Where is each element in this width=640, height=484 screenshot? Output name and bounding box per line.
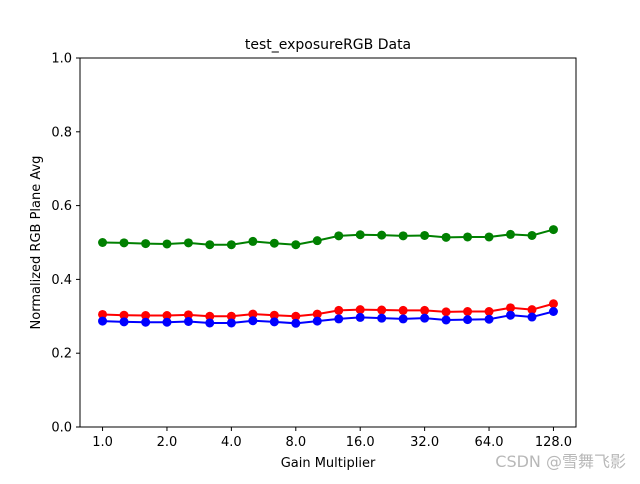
data-point bbox=[269, 238, 279, 248]
data-point bbox=[420, 313, 430, 323]
x-tick-label: 16.0 bbox=[346, 435, 375, 450]
series-line-2 bbox=[102, 310, 554, 325]
x-tick-label: 32.0 bbox=[410, 435, 439, 450]
data-point bbox=[226, 318, 236, 328]
data-point bbox=[398, 305, 408, 315]
data-point bbox=[334, 314, 344, 324]
data-point bbox=[527, 312, 537, 322]
data-point bbox=[506, 310, 516, 320]
data-point bbox=[441, 315, 451, 325]
data-point bbox=[141, 317, 151, 327]
data-point bbox=[205, 318, 215, 328]
x-tick-label: 8.0 bbox=[285, 435, 306, 450]
x-tick-label: 64.0 bbox=[475, 435, 504, 450]
data-point bbox=[334, 231, 344, 241]
data-point bbox=[162, 239, 172, 249]
data-point bbox=[398, 314, 408, 324]
data-point bbox=[527, 305, 537, 315]
watermark: CSDN @雪舞飞影 bbox=[495, 452, 626, 471]
data-point bbox=[334, 305, 344, 315]
y-tick-label: 1.0 bbox=[51, 52, 72, 67]
data-point bbox=[506, 303, 516, 313]
data-point bbox=[269, 310, 279, 320]
data-point bbox=[141, 311, 151, 321]
y-tick-label: 0.6 bbox=[51, 199, 72, 214]
y-axis-label: Normalized RGB Plane Avg bbox=[29, 156, 44, 330]
data-point bbox=[441, 307, 451, 317]
data-point bbox=[441, 232, 451, 242]
data-point bbox=[420, 305, 430, 315]
data-point bbox=[548, 225, 558, 235]
data-point bbox=[291, 311, 301, 321]
x-tick-label: 1.0 bbox=[92, 435, 113, 450]
y-tick-label: 0.4 bbox=[51, 273, 72, 288]
data-point bbox=[312, 316, 322, 326]
data-point bbox=[291, 318, 301, 328]
series-layer bbox=[98, 225, 558, 328]
data-point bbox=[205, 240, 215, 250]
ticks-layer: 1.0 2.0 4.0 8.0 16.0 32.0 64.0 128.0 0.0 0.2 0.4 0.… bbox=[51, 52, 572, 451]
x-tick-label: 2.0 bbox=[157, 435, 178, 450]
data-point bbox=[98, 238, 108, 247]
plot-area bbox=[79, 57, 577, 428]
data-point bbox=[484, 307, 494, 317]
data-point bbox=[548, 299, 558, 309]
x-tick-label: 128.0 bbox=[535, 435, 572, 450]
data-point bbox=[377, 230, 387, 240]
data-point bbox=[398, 231, 408, 241]
data-point bbox=[248, 316, 258, 326]
y-tick-label: 0.8 bbox=[51, 125, 72, 140]
x-axis-label: Gain Multiplier bbox=[281, 456, 376, 471]
data-point bbox=[98, 316, 108, 326]
data-point bbox=[355, 230, 365, 240]
data-point bbox=[269, 317, 279, 327]
data-point bbox=[119, 317, 129, 327]
x-tick-label: 4.0 bbox=[221, 435, 242, 450]
y-tick-label: 0.0 bbox=[51, 421, 72, 436]
data-point bbox=[377, 313, 387, 323]
series-line-0 bbox=[102, 228, 554, 246]
data-point bbox=[312, 309, 322, 319]
data-point bbox=[463, 307, 473, 317]
y-tick-label: 0.2 bbox=[51, 347, 72, 362]
data-point bbox=[119, 310, 129, 320]
data-point bbox=[420, 230, 430, 240]
data-point bbox=[312, 236, 322, 246]
data-point bbox=[527, 230, 537, 240]
data-point bbox=[162, 317, 172, 327]
series-line-1 bbox=[102, 302, 554, 318]
data-point bbox=[248, 236, 258, 246]
data-point bbox=[248, 309, 258, 319]
chart-title: test_exposureRGB Data bbox=[245, 37, 411, 53]
data-point bbox=[183, 238, 193, 248]
data-point bbox=[98, 309, 108, 319]
data-point bbox=[226, 240, 236, 250]
data-point bbox=[162, 311, 172, 321]
data-point bbox=[355, 305, 365, 315]
data-point bbox=[484, 232, 494, 242]
data-point bbox=[183, 316, 193, 326]
data-point bbox=[484, 314, 494, 324]
data-point bbox=[119, 238, 129, 248]
data-point bbox=[377, 305, 387, 315]
data-point bbox=[205, 311, 215, 321]
data-point bbox=[548, 307, 558, 317]
data-point bbox=[226, 311, 236, 321]
data-point bbox=[355, 312, 365, 322]
data-point bbox=[183, 310, 193, 320]
data-point bbox=[506, 229, 516, 239]
data-point bbox=[291, 240, 301, 250]
data-point bbox=[463, 232, 473, 242]
data-point bbox=[141, 239, 151, 249]
data-point bbox=[463, 315, 473, 325]
